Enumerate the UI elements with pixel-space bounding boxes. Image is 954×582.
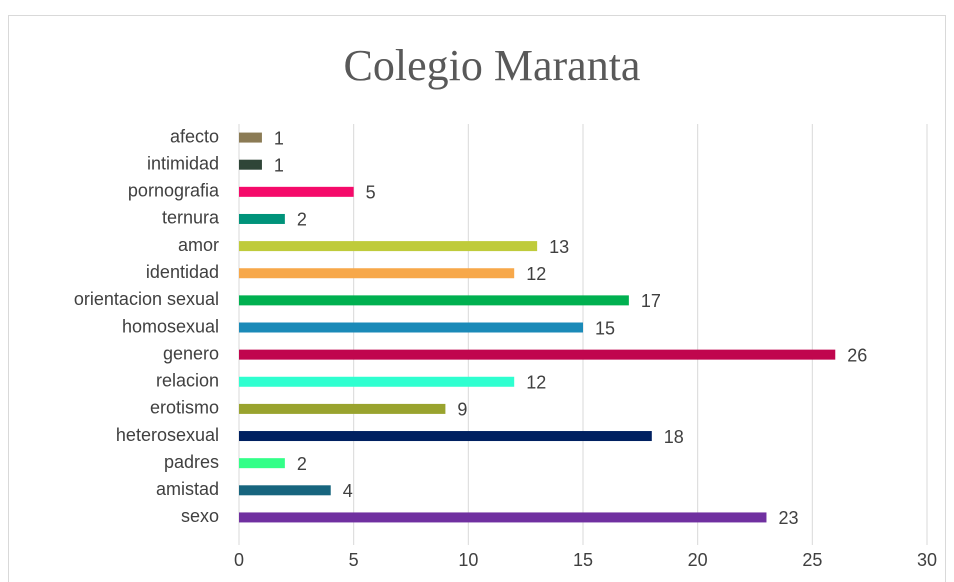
bar xyxy=(239,186,354,197)
bar xyxy=(239,268,515,279)
y-tick-label: amistad xyxy=(156,479,219,499)
y-tick-label: homosexual xyxy=(122,316,219,336)
data-label: 1 xyxy=(274,128,284,148)
bar xyxy=(239,485,331,496)
bar xyxy=(239,159,262,170)
y-tick-label: intimidad xyxy=(147,153,219,173)
data-label: 9 xyxy=(457,400,467,420)
bar xyxy=(239,295,629,306)
x-tick-label: 20 xyxy=(688,550,708,570)
bar xyxy=(239,458,285,469)
y-tick-label: erotismo xyxy=(150,398,219,418)
y-tick-label: sexo xyxy=(181,506,219,526)
x-tick-label: 25 xyxy=(802,550,822,570)
y-tick-label: amor xyxy=(178,235,219,255)
bar xyxy=(239,431,652,442)
data-label: 15 xyxy=(595,318,615,338)
y-tick-label: relacion xyxy=(156,371,219,391)
data-label: 23 xyxy=(778,508,798,528)
bar xyxy=(239,132,262,143)
data-label: 13 xyxy=(549,237,569,257)
data-label: 17 xyxy=(641,291,661,311)
y-tick-label: pornografia xyxy=(128,181,220,201)
bar xyxy=(239,213,285,224)
bar xyxy=(239,349,836,360)
bar xyxy=(239,376,515,387)
x-tick-label: 30 xyxy=(917,550,937,570)
x-tick-label: 15 xyxy=(573,550,593,570)
data-label: 2 xyxy=(297,210,307,230)
y-tick-label: ternura xyxy=(162,208,220,228)
data-label: 5 xyxy=(366,183,376,203)
data-label: 1 xyxy=(274,155,284,175)
y-tick-label: padres xyxy=(164,452,219,472)
data-label: 26 xyxy=(847,345,867,365)
y-tick-label: genero xyxy=(163,343,219,363)
y-tick-label: heterosexual xyxy=(116,425,219,445)
x-tick-label: 0 xyxy=(234,550,244,570)
y-tick-label: orientacion sexual xyxy=(74,289,219,309)
data-label: 2 xyxy=(297,454,307,474)
bar xyxy=(239,241,538,252)
data-label: 12 xyxy=(526,373,546,393)
bar xyxy=(239,403,446,414)
data-label: 18 xyxy=(664,427,684,447)
chart-title: Colegio Maranta xyxy=(344,41,641,90)
y-tick-label: identidad xyxy=(146,262,219,282)
data-label: 4 xyxy=(343,481,353,501)
y-tick-label: afecto xyxy=(170,126,219,146)
bar xyxy=(239,322,583,333)
data-label: 12 xyxy=(526,264,546,284)
bar xyxy=(239,512,767,523)
x-tick-label: 5 xyxy=(349,550,359,570)
x-tick-label: 10 xyxy=(458,550,478,570)
